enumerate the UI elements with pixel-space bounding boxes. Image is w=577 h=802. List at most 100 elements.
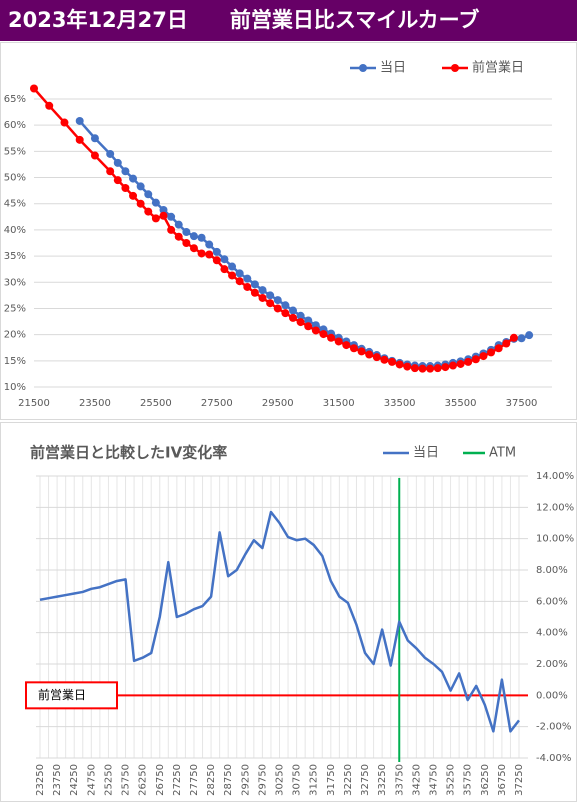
marker [144,190,153,199]
marker [106,167,115,176]
marker [311,326,320,335]
baseline-label: 前営業日 [38,687,86,702]
x-tick-label: 25250 [103,764,114,796]
marker [30,84,38,93]
marker [197,249,206,258]
x-tick-label: 35250 [446,764,457,796]
marker [281,309,290,318]
y-tick-label: 4.00% [536,628,568,639]
x-tick-label: 33250 [377,764,388,796]
marker [433,364,442,373]
marker [60,118,69,127]
legend-label: 当日 [380,61,406,76]
y-tick-label: 15% [4,356,26,367]
marker [159,211,168,220]
marker [372,353,381,362]
x-tick-label: 27500 [201,398,233,409]
marker [129,174,138,183]
marker [121,167,130,176]
marker [479,352,488,361]
marker [349,344,358,353]
x-tick-label: 31250 [309,764,320,796]
marker [517,334,526,343]
marker [90,134,99,143]
marker [106,149,115,158]
marker [250,288,259,297]
y-tick-label: 10% [4,382,26,393]
marker [296,311,305,320]
x-tick-label: 25750 [121,764,132,796]
x-tick-label: 24250 [69,764,80,796]
chart-title: 前営業日と比較したIV変化率 [30,444,227,462]
marker [456,359,465,368]
marker [365,350,374,359]
x-tick-label: 33500 [384,398,416,409]
marker [205,240,214,249]
marker [136,182,145,191]
marker [266,299,275,308]
x-tick-label: 32750 [360,764,371,796]
x-tick-label: 30750 [292,764,303,796]
legend-marker [451,64,459,72]
legend-label: ATM [489,446,516,461]
x-tick-label: 28250 [206,764,217,796]
x-tick-label: 36750 [497,764,508,796]
marker [228,262,237,271]
marker [174,220,183,229]
marker [289,306,297,315]
legend-label: 前営業日 [472,60,524,76]
series-line [39,510,520,733]
marker [151,198,160,207]
marker [304,322,313,331]
x-tick-label: 27750 [189,764,200,796]
marker [113,176,122,185]
y-tick-label: 14.00% [536,471,574,482]
x-tick-label: 37250 [514,764,525,796]
x-tick-label: 23250 [35,764,46,796]
x-tick-label: 29250 [240,764,251,796]
y-tick-label: 10.00% [536,534,574,545]
marker [388,357,397,366]
marker [342,341,351,350]
y-tick-label: 40% [4,225,26,236]
marker [471,355,480,364]
y-tick-label: 60% [4,120,26,131]
marker [289,313,297,322]
marker [235,277,244,286]
marker [182,227,191,236]
marker [129,191,138,200]
x-tick-label: 35750 [463,764,474,796]
baseline-label-box [25,681,118,710]
y-tick-label: 25% [4,303,26,314]
marker [273,304,282,313]
marker [403,362,412,371]
marker [243,282,252,291]
y-tick-label: 50% [4,173,26,184]
x-tick-label: 29500 [262,398,294,409]
marker [426,364,435,373]
marker [113,158,122,167]
x-tick-label: 33750 [394,764,405,796]
marker [418,364,427,373]
y-tick-label: 2.00% [536,659,568,670]
x-tick-label: 26250 [138,764,149,796]
y-tick-label: 6.00% [536,596,568,607]
marker [174,232,183,241]
y-tick-label: 45% [4,199,26,210]
marker [220,265,229,274]
y-tick-label: 35% [4,251,26,262]
marker [296,318,305,327]
marker [197,233,206,242]
marker [494,344,503,353]
x-tick-label: 21500 [18,398,50,409]
x-tick-label: 36250 [480,764,491,796]
marker [327,333,336,342]
y-tick-label: 30% [4,277,26,288]
marker [304,316,313,325]
marker [258,286,267,295]
marker [502,339,511,348]
marker [281,301,290,310]
marker [487,348,496,357]
marker [144,207,153,216]
